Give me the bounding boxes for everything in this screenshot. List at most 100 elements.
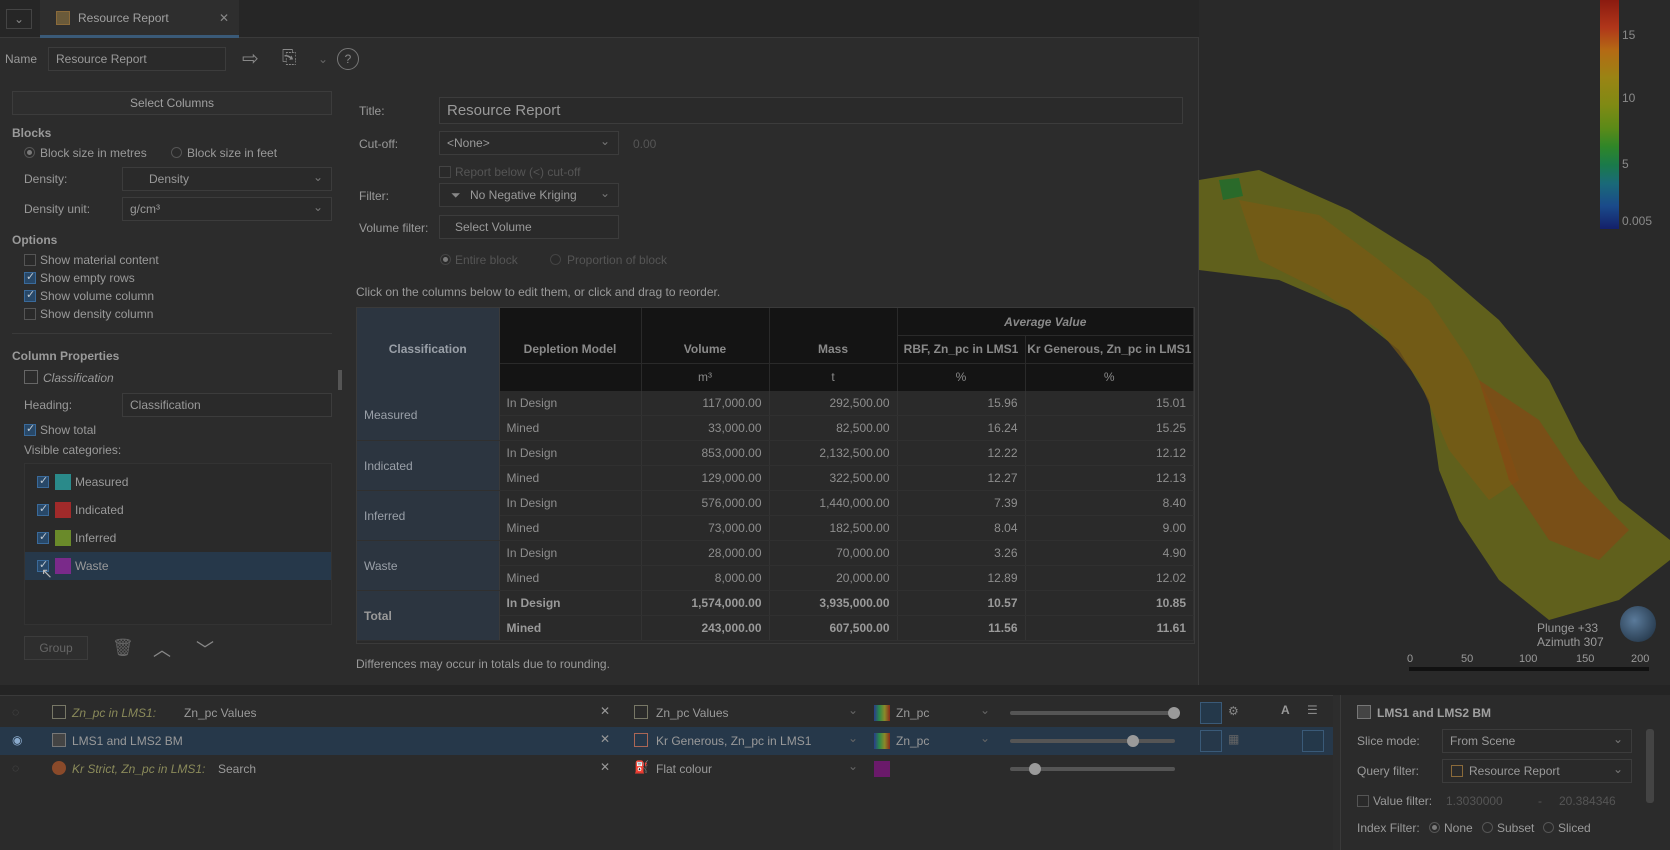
style-select[interactable]: Flat colour (656, 762, 713, 776)
list-item[interactable]: ◉ LMS1 and LMS2 BM ✕ Kr Generous, Zn_pc … (0, 727, 1333, 755)
colormap-select[interactable]: Zn_pc (896, 706, 930, 720)
close-icon[interactable]: ✕ (218, 11, 229, 25)
entire-block-radio[interactable] (440, 254, 451, 265)
chevron-down-icon[interactable]: ⌄ (848, 703, 859, 717)
chevron-down-icon[interactable]: ⌄ (6, 9, 32, 29)
category-checkbox[interactable] (37, 530, 49, 544)
value-max[interactable]: 20.384346 (1559, 794, 1616, 808)
panel-title: LMS1 and LMS2 BM (1377, 706, 1492, 720)
remove-icon[interactable]: ✕ (600, 732, 611, 746)
cutoff-select[interactable]: <None> (439, 131, 619, 155)
chevron-down-icon[interactable]: ⌄ (980, 731, 991, 745)
col-header-rbf[interactable]: RBF, Zn_pc in LMS1 (897, 335, 1026, 363)
opacity-slider[interactable] (1010, 735, 1175, 747)
3d-viewport[interactable] (1199, 0, 1670, 695)
select-columns-button[interactable]: Select Columns (12, 91, 332, 115)
category-checkbox[interactable] (37, 558, 49, 572)
orientation-globe-icon[interactable] (1620, 606, 1656, 642)
slice-mode-label: Slice mode: (1357, 734, 1420, 748)
value-min[interactable]: 1.3030000 (1446, 794, 1503, 808)
proportion-radio[interactable] (550, 254, 561, 265)
show-total-checkbox[interactable] (24, 422, 36, 436)
scrollbar[interactable] (1646, 729, 1654, 803)
option-checkbox[interactable] (24, 288, 36, 302)
move-down-icon[interactable]: ﹀ (196, 640, 214, 660)
col-header-depletion[interactable]: Depletion Model (499, 335, 642, 363)
export-icon[interactable]: ⇨ (242, 48, 259, 70)
col-header-classification[interactable]: Classification (357, 308, 500, 391)
list-item[interactable]: ◌ Zn_pc in LMS1: Zn_pc Values ✕ Zn_pc Va… (0, 699, 1333, 727)
help-icon[interactable]: ? (337, 48, 359, 70)
query-filter-select[interactable]: Resource Report (1442, 759, 1632, 783)
table-cell: 12.02 (1025, 565, 1194, 591)
table-cell: 11.56 (897, 615, 1026, 641)
toggle-icon[interactable] (1200, 702, 1222, 724)
list-item[interactable]: Waste (25, 552, 331, 580)
filter-select[interactable]: No Negative Kriging (439, 183, 619, 207)
slider-knob[interactable] (1029, 763, 1041, 775)
chevron-down-icon[interactable]: ⌄ (848, 759, 859, 773)
opacity-slider[interactable] (1010, 763, 1175, 775)
slice-mode-select[interactable]: From Scene (1442, 729, 1632, 753)
color-swatch[interactable] (874, 761, 890, 777)
category-checkbox[interactable] (37, 502, 49, 516)
list-item[interactable]: Measured (25, 468, 331, 496)
eye-hidden-icon[interactable]: ◌ (12, 761, 20, 775)
density-unit-select[interactable]: g/cm³ (122, 197, 332, 221)
index-sliced-radio[interactable] (1543, 822, 1554, 833)
splitter-handle[interactable] (338, 370, 342, 390)
category-label: Inferred (75, 531, 117, 545)
grid-icon[interactable]: ▦ (1228, 732, 1240, 746)
average-value-header[interactable]: Average Value (897, 308, 1194, 336)
list-icon[interactable] (1302, 730, 1324, 752)
list-item[interactable]: Indicated (25, 496, 331, 524)
group-button[interactable]: Group (24, 636, 88, 660)
style-select[interactable]: Kr Generous, Zn_pc in LMS1 (656, 734, 812, 748)
move-up-icon[interactable]: ︿ (153, 640, 171, 660)
heading-field[interactable]: Classification (122, 393, 332, 417)
eye-hidden-icon[interactable]: ◌ (12, 705, 20, 719)
index-subset-radio[interactable] (1482, 822, 1493, 833)
category-checkbox[interactable] (37, 474, 49, 488)
list-icon[interactable]: ☰ (1307, 703, 1318, 717)
density-select[interactable]: Density (122, 167, 332, 191)
radio-feet[interactable] (171, 147, 182, 158)
report-below-checkbox[interactable] (439, 166, 451, 178)
list-item[interactable]: ◌ Kr Strict, Zn_pc in LMS1: Search ✕ ⛽ F… (0, 755, 1333, 783)
title-field[interactable]: Resource Report (439, 97, 1183, 124)
report-table[interactable]: Classification Average Value Depletion M… (356, 307, 1195, 644)
eye-icon[interactable]: ◉ (12, 733, 23, 747)
style-select[interactable]: Zn_pc Values (656, 706, 729, 720)
splitter[interactable] (0, 685, 1670, 695)
name-field[interactable]: Resource Report (48, 47, 226, 71)
radio-metres[interactable] (24, 147, 35, 158)
volume-filter-select[interactable]: Select Volume (439, 215, 619, 239)
remove-icon[interactable]: ✕ (600, 760, 611, 774)
col-header-mass[interactable]: Mass (769, 335, 898, 363)
cutoff-number[interactable]: 0.00 (633, 137, 657, 151)
chevron-down-icon[interactable]: ⌄ (848, 731, 859, 745)
list-item[interactable]: Inferred (25, 524, 331, 552)
chevron-down-icon[interactable]: ⌄ (318, 52, 329, 66)
slider-knob[interactable] (1127, 735, 1139, 747)
option-checkbox[interactable] (24, 308, 36, 320)
chevron-down-icon[interactable]: ⌄ (980, 703, 991, 717)
tab-resource-report[interactable]: Resource Report ✕ (40, 0, 239, 38)
opacity-slider[interactable] (1010, 707, 1180, 719)
trash-icon[interactable]: 🗑 (112, 638, 134, 657)
colormap-select[interactable]: Zn_pc (896, 734, 930, 748)
value-filter-checkbox[interactable] (1357, 795, 1369, 807)
index-none-radio[interactable] (1429, 822, 1440, 833)
col-header-volume[interactable]: Volume (641, 335, 770, 363)
play-icon[interactable] (1200, 730, 1222, 752)
option-checkbox[interactable] (24, 270, 36, 284)
text-icon[interactable]: A (1281, 703, 1290, 717)
tool-icon[interactable]: ⚙ (1228, 704, 1239, 718)
copy-icon[interactable]: ⎘ (282, 47, 297, 67)
option-checkbox[interactable] (24, 254, 36, 266)
slider-knob[interactable] (1168, 707, 1180, 719)
remove-icon[interactable]: ✕ (600, 704, 611, 718)
table-cell: 8,000.00 (641, 565, 770, 591)
col-header-kr-generous[interactable]: Kr Generous, Zn_pc in LMS1 (1025, 335, 1194, 363)
table-cell: 8.04 (897, 515, 1026, 541)
